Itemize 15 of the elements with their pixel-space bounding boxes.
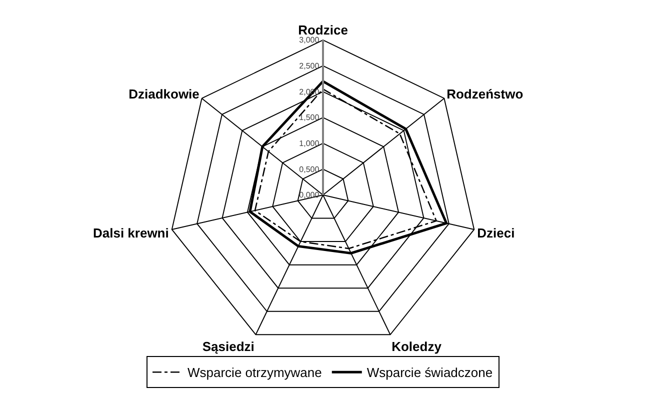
spoke-label: Koledzy: [392, 339, 442, 354]
legend-label: Wsparcie otrzymywane: [188, 365, 322, 380]
y-tick-label: 1,000: [299, 138, 320, 148]
spoke-label: Dalsi krewni: [92, 226, 169, 241]
y-tick-label: 0,000: [299, 190, 320, 200]
spoke-label: Rodzeństwo: [446, 86, 524, 102]
legend-label: Wsparcie świadczone: [366, 365, 493, 380]
spoke-label: Sąsiedzi: [202, 339, 254, 354]
spoke-label: Dziadkowie: [128, 86, 200, 102]
y-tick-label: 1,500: [299, 113, 320, 122]
spoke-label: Rodzice: [298, 22, 348, 38]
y-tick-label: 2,500: [299, 61, 320, 70]
y-tick-label: 3,000: [299, 36, 320, 45]
spoke-label: Dzieci: [477, 226, 515, 241]
y-tick-label: 0,500: [299, 164, 320, 174]
